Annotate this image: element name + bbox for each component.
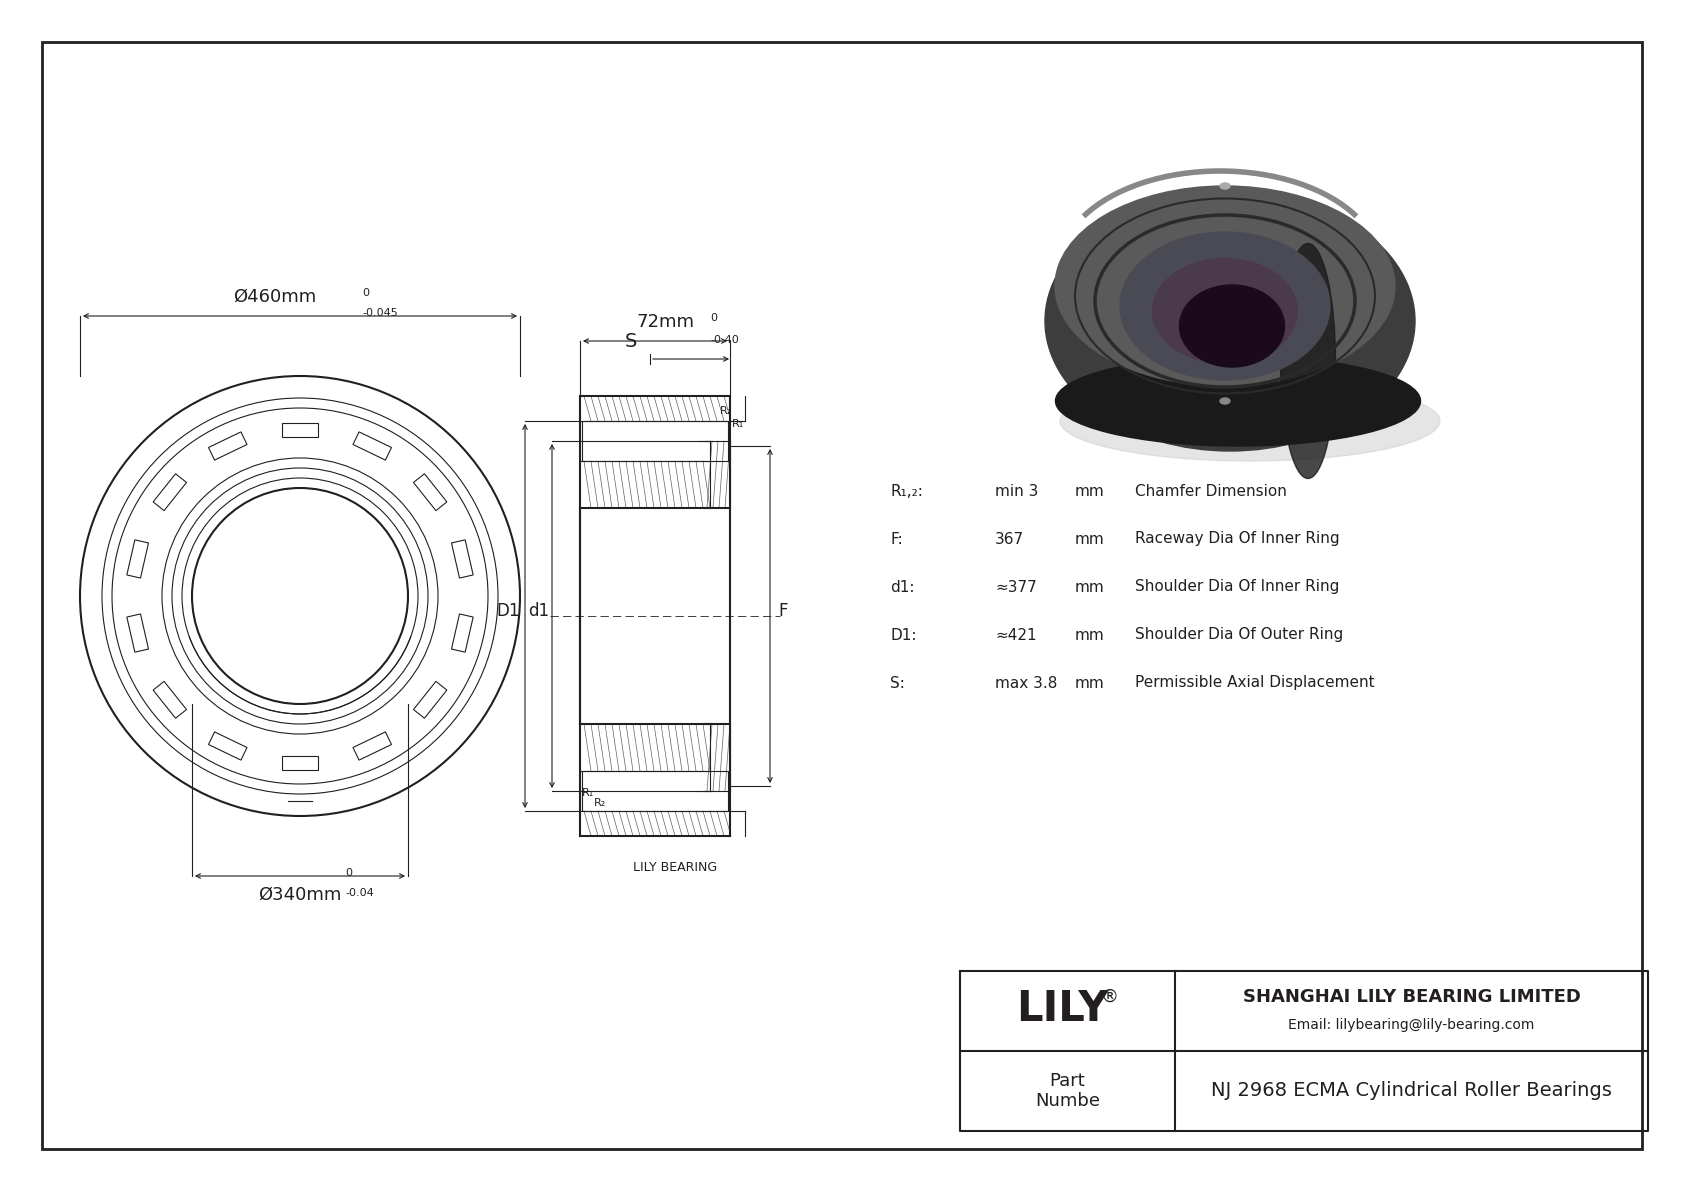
Text: Shoulder Dia Of Outer Ring: Shoulder Dia Of Outer Ring <box>1135 628 1344 642</box>
Bar <box>414 474 446 511</box>
Text: R₂: R₂ <box>721 406 733 416</box>
Text: mm: mm <box>1074 675 1105 691</box>
Bar <box>126 540 148 578</box>
Text: min 3: min 3 <box>995 484 1039 499</box>
Text: d1: d1 <box>527 601 549 621</box>
Bar <box>209 732 248 760</box>
Text: 72mm: 72mm <box>637 313 694 331</box>
Text: SHANGHAI LILY BEARING LIMITED: SHANGHAI LILY BEARING LIMITED <box>1243 989 1581 1006</box>
Text: ≈421: ≈421 <box>995 628 1037 642</box>
Bar <box>153 474 187 511</box>
Ellipse shape <box>1056 356 1421 445</box>
Text: R₂: R₂ <box>594 798 606 807</box>
Ellipse shape <box>1179 285 1285 367</box>
Text: 0: 0 <box>711 313 717 323</box>
Bar <box>209 432 248 460</box>
Bar <box>583 420 727 461</box>
Text: D1: D1 <box>497 601 520 621</box>
Text: Part
Numbe: Part Numbe <box>1036 1072 1100 1110</box>
Text: -0.045: -0.045 <box>362 308 397 318</box>
Bar <box>451 540 473 578</box>
Text: 0: 0 <box>345 868 352 878</box>
Text: 0: 0 <box>362 288 369 298</box>
Text: Raceway Dia Of Inner Ring: Raceway Dia Of Inner Ring <box>1135 531 1340 547</box>
Text: mm: mm <box>1074 484 1105 499</box>
Text: R₁: R₁ <box>583 788 594 798</box>
Text: Permissible Axial Displacement: Permissible Axial Displacement <box>1135 675 1374 691</box>
Ellipse shape <box>1054 186 1394 386</box>
Text: max 3.8: max 3.8 <box>995 675 1058 691</box>
Text: mm: mm <box>1074 628 1105 642</box>
Text: 367: 367 <box>995 531 1024 547</box>
Bar <box>126 613 148 653</box>
Bar <box>354 732 391 760</box>
Ellipse shape <box>1280 243 1335 479</box>
Ellipse shape <box>1059 381 1440 461</box>
Text: S:: S: <box>891 675 904 691</box>
Ellipse shape <box>1152 258 1297 363</box>
Text: ®: ® <box>1101 989 1118 1006</box>
Ellipse shape <box>1219 183 1229 189</box>
Text: d1:: d1: <box>891 580 914 594</box>
Text: Shoulder Dia Of Inner Ring: Shoulder Dia Of Inner Ring <box>1135 580 1339 594</box>
Text: Ø460mm: Ø460mm <box>234 288 317 306</box>
Ellipse shape <box>1219 398 1229 404</box>
Text: LILY BEARING: LILY BEARING <box>633 861 717 874</box>
Text: mm: mm <box>1074 531 1105 547</box>
Text: mm: mm <box>1074 580 1105 594</box>
Ellipse shape <box>1120 232 1330 380</box>
Bar <box>281 423 318 436</box>
Text: F:: F: <box>891 531 903 547</box>
Text: Ø340mm: Ø340mm <box>258 886 342 904</box>
Text: F: F <box>778 601 788 621</box>
Text: LILY: LILY <box>1015 989 1108 1030</box>
Text: S: S <box>625 332 637 351</box>
Bar <box>281 755 318 769</box>
Bar <box>583 771 727 811</box>
Text: NJ 2968 ECMA Cylindrical Roller Bearings: NJ 2968 ECMA Cylindrical Roller Bearings <box>1211 1081 1612 1100</box>
Bar <box>153 681 187 718</box>
Text: Chamfer Dimension: Chamfer Dimension <box>1135 484 1287 499</box>
Text: R₁: R₁ <box>733 419 744 429</box>
Bar <box>354 432 391 460</box>
Text: D1:: D1: <box>891 628 916 642</box>
Bar <box>451 613 473 653</box>
Ellipse shape <box>1046 191 1415 451</box>
Text: -0.40: -0.40 <box>711 335 739 345</box>
Text: Email: lilybearing@lily-bearing.com: Email: lilybearing@lily-bearing.com <box>1288 1018 1534 1031</box>
Text: R₁,₂:: R₁,₂: <box>891 484 923 499</box>
Text: ≈377: ≈377 <box>995 580 1037 594</box>
Text: -0.04: -0.04 <box>345 888 374 898</box>
Bar <box>414 681 446 718</box>
